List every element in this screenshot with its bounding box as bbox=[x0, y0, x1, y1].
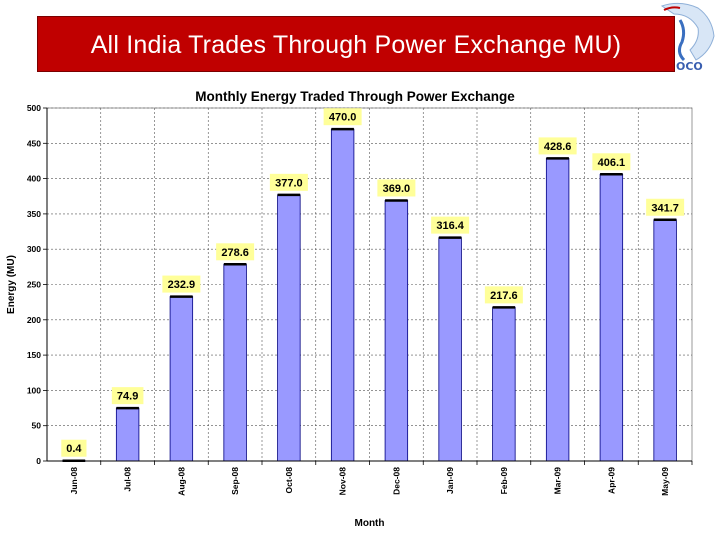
data-label-box bbox=[162, 275, 201, 293]
y-tick-label: 500 bbox=[27, 103, 41, 113]
data-label: 377.0 bbox=[275, 177, 303, 189]
bar bbox=[384, 200, 409, 462]
y-tick-label: 150 bbox=[27, 350, 41, 360]
y-tick-label: 250 bbox=[27, 280, 41, 290]
x-tick-label: Nov-08 bbox=[338, 467, 348, 496]
title-banner: All India Trades Through Power Exchange … bbox=[37, 16, 675, 72]
page-title: All India Trades Through Power Exchange … bbox=[90, 31, 622, 59]
data-label-box bbox=[646, 198, 685, 216]
bar bbox=[115, 407, 140, 462]
data-label: 428.6 bbox=[544, 141, 572, 153]
y-tick-label: 350 bbox=[27, 209, 41, 219]
data-label-box bbox=[592, 153, 631, 171]
data-label-box bbox=[111, 387, 144, 405]
y-tick-label: 100 bbox=[27, 385, 41, 395]
axes bbox=[46, 108, 692, 462]
data-label: 341.7 bbox=[651, 202, 679, 214]
x-tick-label: Jan-09 bbox=[445, 467, 455, 494]
x-tick-label: Aug-08 bbox=[176, 467, 186, 496]
bar-chart: Monthly Energy Traded Through Power Exch… bbox=[6, 89, 693, 529]
data-label-box bbox=[216, 243, 255, 261]
x-tick-label: Feb-09 bbox=[499, 467, 509, 495]
data-label-box bbox=[538, 137, 577, 155]
data-label: 369.0 bbox=[383, 183, 411, 195]
x-tick-label: Oct-08 bbox=[284, 467, 294, 494]
y-axis-ticks: 0 50 100 150 200 250 300 350 400 450 500 bbox=[27, 103, 47, 466]
x-tick-label: May-09 bbox=[660, 467, 670, 496]
bar bbox=[653, 219, 677, 462]
x-tick-label: Apr-09 bbox=[606, 467, 616, 494]
chart-title: Monthly Energy Traded Through Power Exch… bbox=[195, 89, 515, 104]
bar bbox=[330, 128, 355, 462]
data-label-box bbox=[484, 286, 523, 304]
data-label: 74.9 bbox=[117, 391, 138, 403]
y-tick-label: 300 bbox=[27, 244, 41, 254]
bar bbox=[492, 306, 516, 462]
x-tick-label: Jul-08 bbox=[123, 467, 133, 492]
y-axis-label: Energy (MU) bbox=[6, 255, 17, 314]
y-tick-label: 0 bbox=[36, 456, 41, 466]
bar-series: 0.4 74.9 232.9 278.6 377.0 470.0 369.0 316.4 217… bbox=[61, 108, 685, 462]
data-label-box bbox=[323, 108, 362, 126]
y-tick-label: 50 bbox=[32, 421, 42, 431]
x-tick-label: Jun-08 bbox=[69, 467, 79, 495]
bar bbox=[169, 296, 194, 462]
logo-text: OCO bbox=[676, 60, 703, 73]
bar bbox=[223, 263, 247, 462]
y-tick-label: 200 bbox=[27, 315, 41, 325]
bar bbox=[545, 158, 570, 462]
x-tick-label: Sep-08 bbox=[230, 467, 240, 495]
organization-logo: OCO bbox=[660, 2, 715, 73]
data-label: 470.0 bbox=[329, 112, 357, 124]
data-label: 278.6 bbox=[221, 247, 249, 259]
data-label: 406.1 bbox=[598, 157, 626, 169]
data-label: 232.9 bbox=[168, 279, 196, 291]
y-tick-label: 400 bbox=[27, 174, 41, 184]
x-tick-label: Dec-08 bbox=[391, 467, 401, 495]
x-axis-ticks: Jun-08 Jul-08 Aug-08 Sep-08 Oct-08 Nov-08 Dec-… bbox=[69, 461, 693, 496]
x-axis-label: Month bbox=[355, 518, 385, 529]
data-label-box bbox=[377, 179, 416, 197]
bar bbox=[438, 237, 462, 462]
gridlines bbox=[47, 107, 692, 461]
data-label-box bbox=[431, 216, 470, 234]
data-label: 316.4 bbox=[436, 220, 464, 232]
bar bbox=[599, 173, 624, 462]
data-label-box bbox=[269, 173, 308, 191]
data-label-box bbox=[61, 439, 87, 457]
data-label: 0.4 bbox=[66, 443, 82, 455]
bar bbox=[277, 194, 301, 462]
x-tick-label: Mar-09 bbox=[553, 467, 563, 495]
data-label: 217.6 bbox=[490, 290, 518, 302]
y-tick-label: 450 bbox=[27, 138, 41, 148]
